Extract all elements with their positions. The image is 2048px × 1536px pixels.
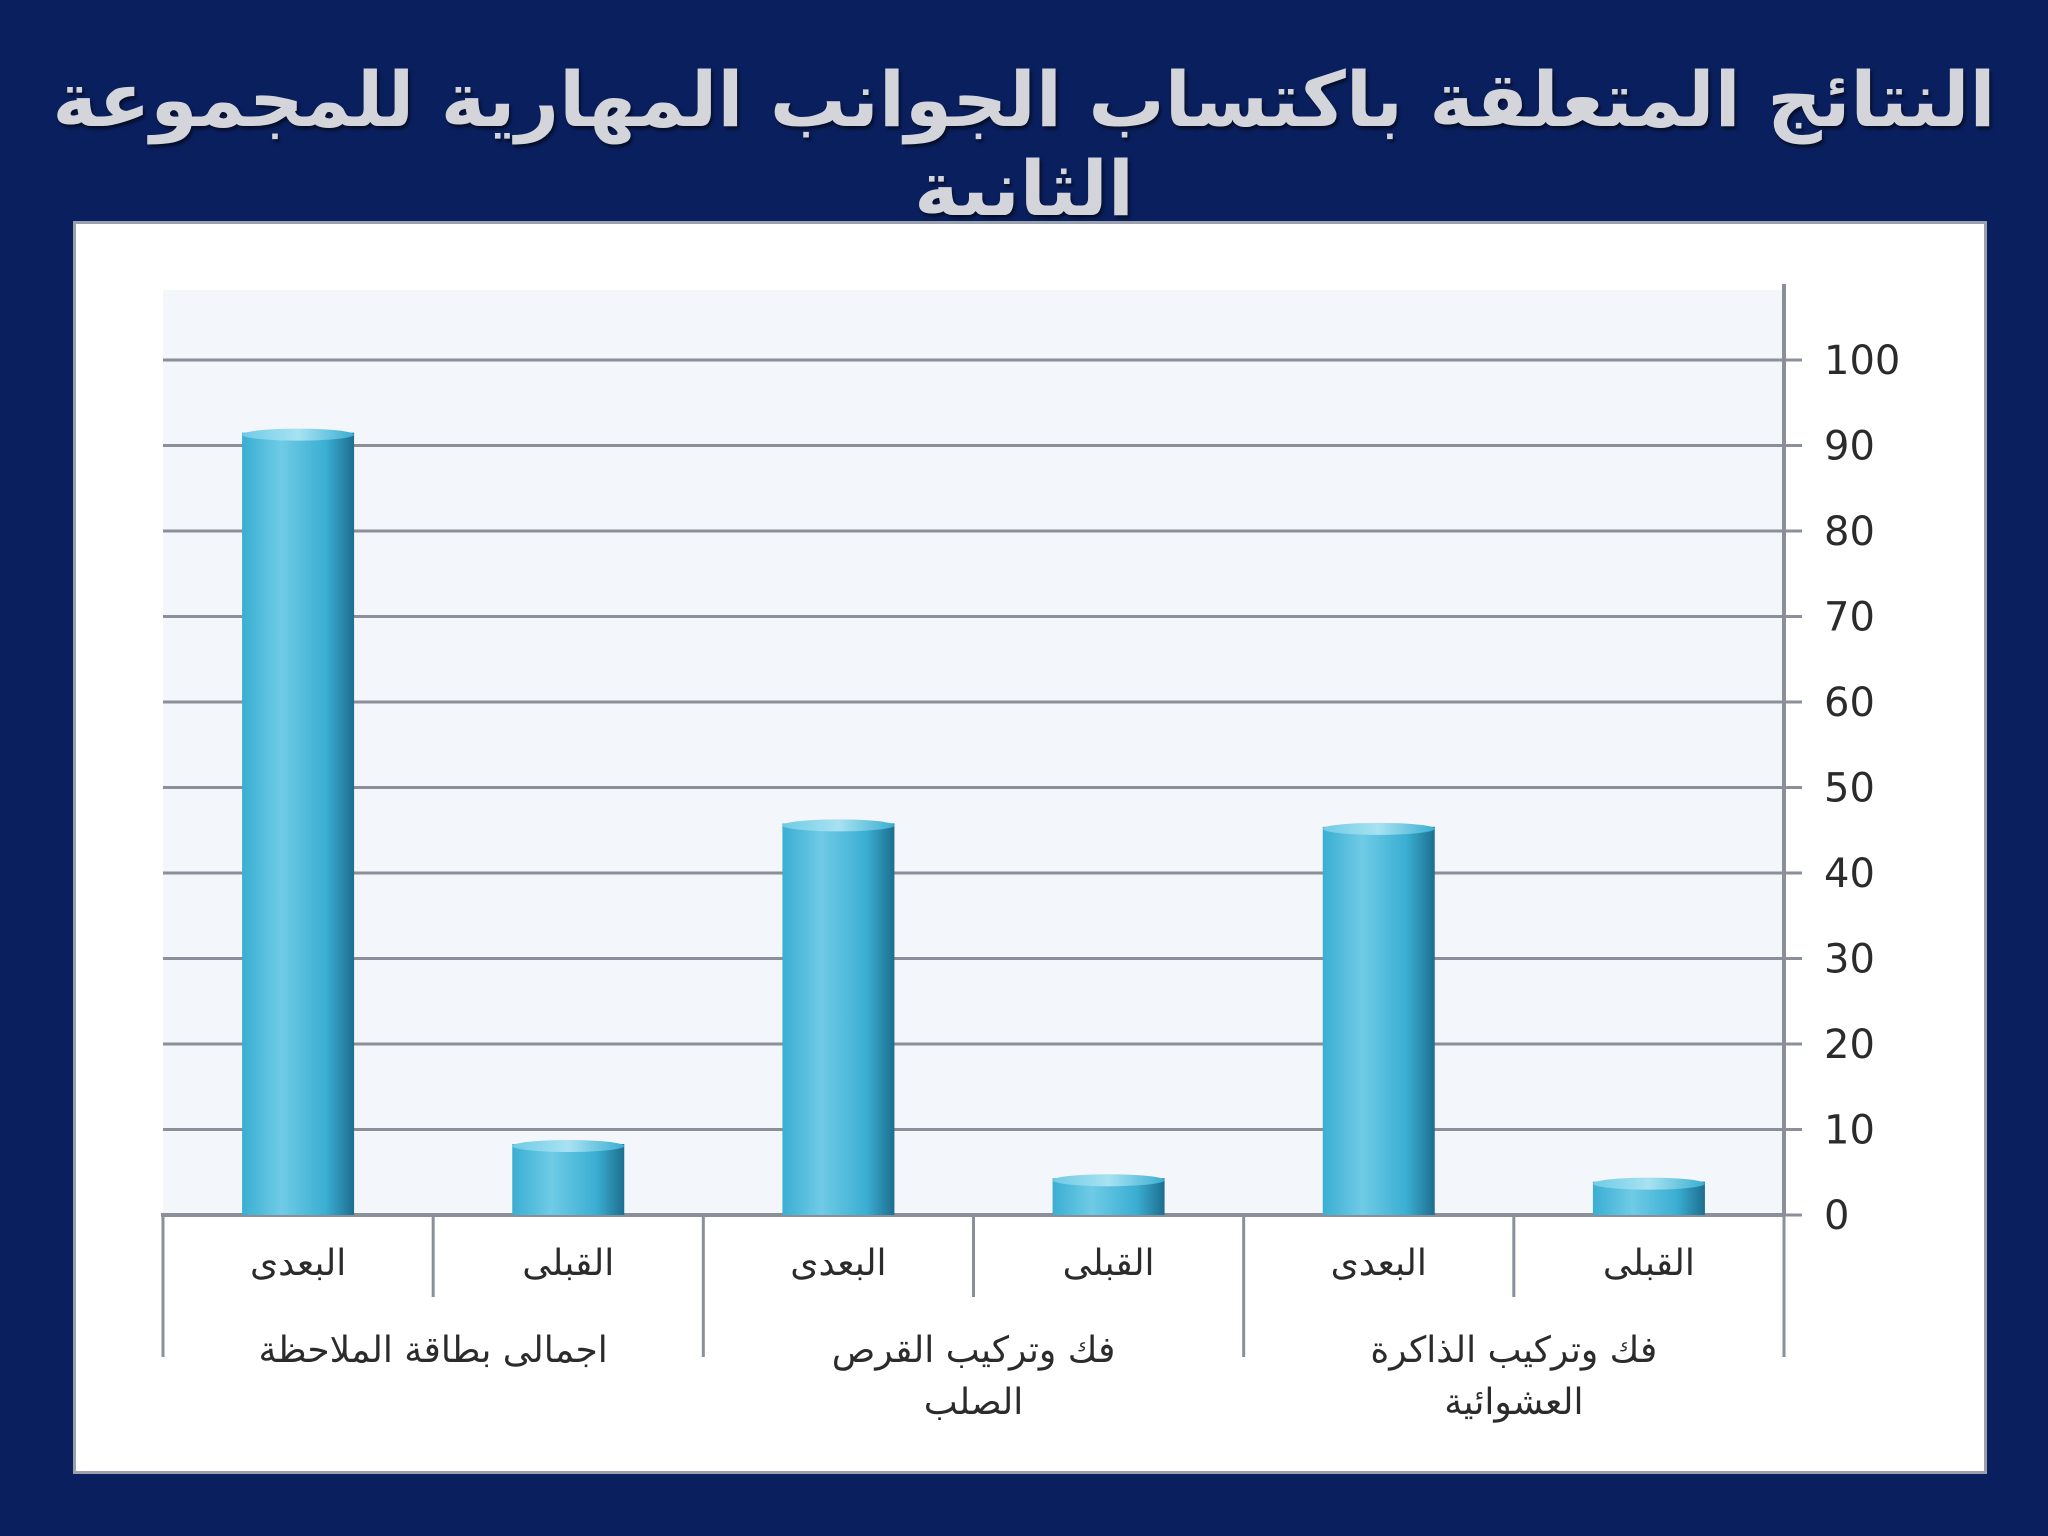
y-tick-label: 90	[1824, 424, 1875, 470]
x-category-label: البعدى	[1331, 1243, 1427, 1284]
y-tick-label: 30	[1824, 937, 1875, 983]
y-tick-label: 50	[1824, 766, 1875, 812]
x-category-label: القبلى	[1603, 1243, 1695, 1284]
bar	[242, 432, 355, 1215]
y-tick-label: 10	[1824, 1108, 1875, 1154]
x-group-label: فك وتركيب الذاكرة	[1370, 1330, 1657, 1371]
y-tick-label: 100	[1824, 338, 1900, 384]
y-tick-label: 70	[1824, 595, 1875, 641]
y-tick-label: 80	[1824, 509, 1875, 555]
page-title: النتائج المتعلقة باكتساب الجوانب المهاري…	[52, 55, 1996, 233]
bar	[782, 823, 895, 1215]
bar-cap	[512, 1140, 625, 1153]
x-category-label: القبلى	[522, 1243, 614, 1284]
x-category-labels: البعدى القبلى البعدى القبلى البعدى القبلى اجما…	[161, 1215, 1786, 1423]
y-tick-label: 0	[1824, 1193, 1849, 1239]
bar-cap	[242, 428, 355, 441]
y-tick-labels: 0 10 20 30 40 50 60 70 80 90 100	[1824, 338, 1900, 1239]
bar-cap	[1592, 1177, 1705, 1190]
y-tick-label: 40	[1824, 851, 1875, 897]
bar	[1322, 826, 1435, 1215]
x-group-label: فك وتركيب القرص	[832, 1330, 1116, 1371]
bar-cap	[1322, 822, 1435, 835]
x-category-label: البعدى	[250, 1243, 346, 1284]
plot-area	[163, 290, 1784, 1215]
x-category-label: القبلى	[1063, 1243, 1155, 1284]
bar	[512, 1144, 625, 1215]
x-group-label: اجمالى بطاقة الملاحظة	[259, 1330, 608, 1371]
x-group-label: العشوائية	[1444, 1382, 1583, 1423]
x-group-label: الصلب	[924, 1382, 1023, 1423]
bars	[242, 428, 1705, 1215]
y-tick-label: 20	[1824, 1022, 1875, 1068]
x-category-label: البعدى	[790, 1243, 886, 1284]
gridlines	[163, 358, 1784, 1131]
bar-cap	[1052, 1174, 1165, 1187]
y-tick-label: 60	[1824, 680, 1875, 726]
bar-cap	[782, 819, 895, 832]
chart-panel: 0 10 20 30 40 50 60 70 80 90 100 البعدى القبلى البعد…	[73, 221, 1987, 1474]
